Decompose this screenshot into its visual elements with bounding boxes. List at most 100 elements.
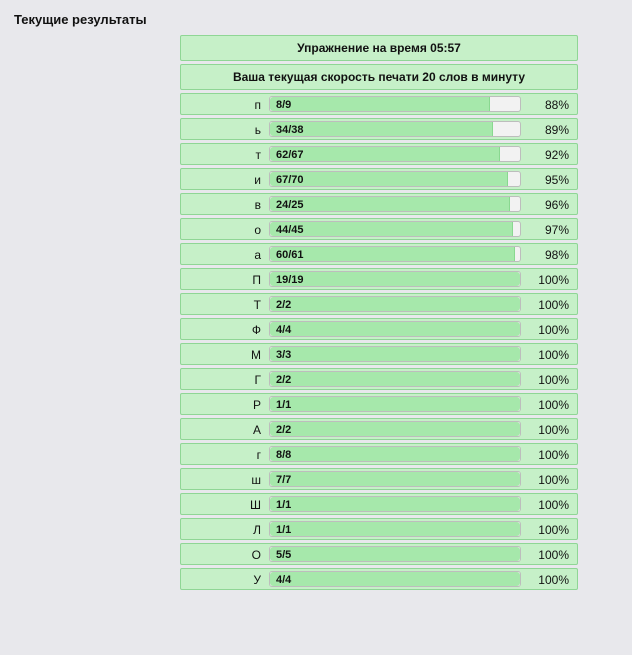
char-label: Р: [183, 396, 269, 412]
result-row: ш7/7100%: [180, 468, 578, 490]
accuracy-bar: 8/8: [269, 446, 521, 462]
percent-label: 100%: [521, 396, 575, 412]
accuracy-bar-fill: [270, 197, 510, 211]
exercise-time-header: Упражнение на время 05:57: [180, 35, 578, 61]
accuracy-bar-fill: [270, 222, 513, 236]
char-label: Ф: [183, 321, 269, 337]
page-title: Текущие результаты: [0, 0, 632, 35]
ratio-label: 1/1: [276, 397, 291, 411]
percent-label: 100%: [521, 446, 575, 462]
percent-label: 100%: [521, 346, 575, 362]
accuracy-bar: 2/2: [269, 421, 521, 437]
char-label: в: [183, 196, 269, 212]
char-label: О: [183, 546, 269, 562]
accuracy-bar: 5/5: [269, 546, 521, 562]
char-label: ш: [183, 471, 269, 487]
accuracy-bar: 2/2: [269, 371, 521, 387]
result-row: г 8/8 100%: [180, 443, 578, 465]
ratio-label: 1/1: [276, 522, 291, 536]
result-row: Р 1/1 100%: [180, 393, 578, 415]
accuracy-bar-fill: [270, 472, 520, 486]
ratio-label: 34/38: [276, 122, 304, 136]
percent-label: 98%: [521, 246, 575, 262]
accuracy-bar: 60/61: [269, 246, 521, 262]
speed-header: Ваша текущая скорость печати 20 слов в м…: [180, 64, 578, 90]
ratio-label: 2/2: [276, 297, 291, 311]
result-row: в 24/25 96%: [180, 193, 578, 215]
result-row: М 3/3 100%: [180, 343, 578, 365]
result-row: п8/988%: [180, 93, 578, 115]
accuracy-bar-fill: [270, 147, 500, 161]
percent-label: 96%: [521, 196, 575, 212]
percent-label: 100%: [521, 496, 575, 512]
percent-label: 100%: [521, 296, 575, 312]
percent-label: 89%: [521, 121, 575, 137]
result-row: Ф 4/4 100%: [180, 318, 578, 340]
accuracy-bar-fill: [270, 97, 490, 111]
ratio-label: 4/4: [276, 322, 291, 336]
char-label: Т: [183, 296, 269, 312]
percent-label: 88%: [521, 96, 575, 112]
percent-label: 97%: [521, 221, 575, 237]
ratio-label: 24/25: [276, 197, 304, 211]
accuracy-bar: 7/7: [269, 471, 521, 487]
ratio-label: 44/45: [276, 222, 304, 236]
result-row: т 62/67 92%: [180, 143, 578, 165]
accuracy-bar: 3/3: [269, 346, 521, 362]
ratio-label: 4/4: [276, 572, 291, 586]
accuracy-bar: 62/67: [269, 146, 521, 162]
ratio-label: 67/70: [276, 172, 304, 186]
percent-label: 92%: [521, 146, 575, 162]
accuracy-bar-fill: [270, 297, 520, 311]
result-row: Т 2/2 100%: [180, 293, 578, 315]
ratio-label: 8/8: [276, 447, 291, 461]
percent-label: 100%: [521, 371, 575, 387]
percent-label: 100%: [521, 321, 575, 337]
percent-label: 100%: [521, 271, 575, 287]
char-label: г: [183, 446, 269, 462]
result-row: Л1/1100%: [180, 518, 578, 540]
result-row: и67/7095%: [180, 168, 578, 190]
char-label: У: [183, 571, 269, 587]
accuracy-bar-fill: [270, 247, 515, 261]
accuracy-bar: 44/45: [269, 221, 521, 237]
result-row: ь34/3889%: [180, 118, 578, 140]
accuracy-bar: 34/38: [269, 121, 521, 137]
ratio-label: 3/3: [276, 347, 291, 361]
accuracy-bar-fill: [270, 322, 520, 336]
char-label: а: [183, 246, 269, 262]
char-label: Г: [183, 371, 269, 387]
result-row: о 44/45 97%: [180, 218, 578, 240]
result-row: Г2/2100%: [180, 368, 578, 390]
accuracy-bar: 4/4: [269, 321, 521, 337]
accuracy-bar-fill: [270, 372, 520, 386]
char-label: Л: [183, 521, 269, 537]
accuracy-bar-fill: [270, 272, 520, 286]
ratio-label: 62/67: [276, 147, 304, 161]
accuracy-bar-fill: [270, 447, 520, 461]
result-row: Ш 1/1 100%: [180, 493, 578, 515]
char-label: Ш: [183, 496, 269, 512]
accuracy-bar: 8/9: [269, 96, 521, 112]
accuracy-bar: 19/19: [269, 271, 521, 287]
ratio-label: 8/9: [276, 97, 291, 111]
accuracy-bar-fill: [270, 422, 520, 436]
char-label: т: [183, 146, 269, 162]
accuracy-bar-fill: [270, 347, 520, 361]
accuracy-bar-fill: [270, 547, 520, 561]
accuracy-bar-fill: [270, 397, 520, 411]
result-row: П19/19100%: [180, 268, 578, 290]
char-label: о: [183, 221, 269, 237]
accuracy-bar: 1/1: [269, 396, 521, 412]
accuracy-bar: 2/2: [269, 296, 521, 312]
accuracy-bar: 4/4: [269, 571, 521, 587]
percent-label: 95%: [521, 171, 575, 187]
percent-label: 100%: [521, 571, 575, 587]
accuracy-bar: 1/1: [269, 521, 521, 537]
ratio-label: 1/1: [276, 497, 291, 511]
result-row: А2/2100%: [180, 418, 578, 440]
accuracy-bar-fill: [270, 497, 520, 511]
char-label: М: [183, 346, 269, 362]
accuracy-bar: 1/1: [269, 496, 521, 512]
ratio-label: 5/5: [276, 547, 291, 561]
